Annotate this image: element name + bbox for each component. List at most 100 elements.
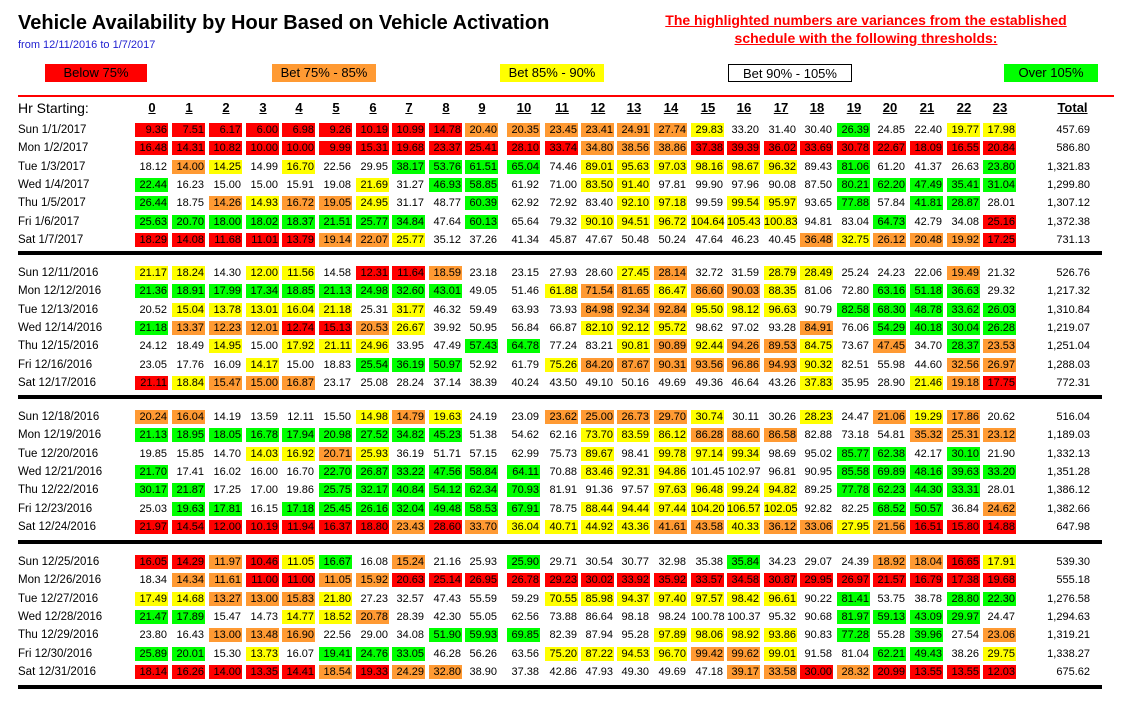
cell: 95.72	[654, 320, 687, 335]
row-label: Sun 12/11/2016	[18, 267, 99, 279]
cell: 12.00	[246, 266, 279, 280]
cell: 28.80	[947, 591, 980, 606]
cell: 20.53	[356, 320, 389, 335]
cell: 23.41	[581, 123, 614, 137]
cell: 68.30	[873, 302, 906, 317]
cell: 14.25	[209, 159, 242, 174]
row-total: 1,251.04	[1047, 340, 1090, 353]
cell: 25.00	[581, 410, 614, 424]
cell: 97.44	[654, 501, 687, 516]
cell: 65.64	[511, 215, 539, 228]
cell: 98.42	[727, 591, 760, 606]
cell: 75.20	[545, 646, 578, 661]
cell: 13.55	[947, 664, 980, 679]
cell: 82.88	[804, 429, 832, 442]
cell: 42.30	[433, 610, 461, 623]
hour-header: 3	[259, 100, 267, 115]
cell: 63.16	[873, 284, 906, 299]
cell: 19.14	[319, 232, 352, 247]
cell: 17.38	[947, 573, 980, 588]
cell: 13.48	[246, 628, 279, 643]
row-label: Fri 12/30/2016	[18, 647, 93, 660]
cell: 10.00	[246, 141, 279, 156]
row-header: Hr Starting:	[18, 100, 89, 116]
cell: 19.05	[319, 196, 352, 211]
cell: 32.80	[429, 664, 462, 679]
cell: 43.01	[429, 284, 462, 299]
cell: 18.52	[319, 609, 352, 624]
cell: 90.79	[804, 303, 832, 316]
cell: 47.45	[873, 339, 906, 354]
cell: 15.30	[213, 647, 241, 660]
cell: 19.85	[139, 447, 167, 460]
cell: 30.00	[800, 664, 833, 679]
cell: 19.18	[947, 375, 980, 390]
cell: 25.31	[947, 428, 980, 443]
cell: 58.85	[465, 177, 498, 192]
cell: 17.41	[176, 465, 204, 478]
row-label: Sun 12/25/2016	[18, 556, 100, 568]
cell: 16.92	[282, 446, 315, 461]
cell: 51.71	[433, 447, 461, 460]
cell: 89.53	[764, 339, 797, 354]
cell: 58.84	[465, 464, 498, 479]
cell: 73.93	[549, 303, 577, 316]
cell: 27.23	[360, 592, 388, 605]
cell: 12.11	[287, 411, 314, 423]
cell: 36.19	[392, 357, 425, 372]
cell: 26.03	[983, 302, 1016, 317]
cell: 47.56	[429, 464, 462, 479]
cell: 21.80	[319, 591, 352, 606]
row-total: 539.30	[1056, 556, 1090, 568]
cell: 97.63	[654, 483, 687, 498]
cell: 46.23	[731, 233, 759, 246]
note: The highlighted numbers are variances fr…	[665, 12, 1067, 28]
cell: 22.07	[356, 232, 389, 247]
cell: 24.96	[356, 339, 389, 354]
cell: 26.44	[135, 196, 168, 211]
cell: 24.39	[841, 556, 869, 568]
row-label: Fri 12/23/2016	[18, 502, 93, 515]
cell: 17.25	[983, 232, 1016, 247]
hour-header: 18	[809, 100, 825, 115]
cell: 25.24	[841, 267, 869, 279]
cell: 50.16	[621, 376, 649, 389]
cell: 89.01	[581, 159, 614, 174]
cell: 9.99	[319, 141, 352, 156]
cell: 98.24	[658, 610, 686, 623]
cell: 92.12	[617, 320, 650, 335]
cell: 98.18	[621, 610, 649, 623]
cell: 31.27	[396, 178, 424, 191]
cell: 33.22	[392, 464, 425, 479]
cell: 95.97	[764, 196, 797, 211]
cell: 70.55	[545, 591, 578, 606]
cell: 94.37	[617, 591, 650, 606]
cell: 52.92	[469, 358, 497, 371]
cell: 23.80	[983, 159, 1016, 174]
cell: 38.56	[617, 141, 650, 156]
cell: 100.78	[691, 610, 725, 623]
cell: 11.05	[319, 573, 352, 588]
cell: 39.92	[433, 321, 461, 334]
cell: 21.97	[135, 519, 168, 534]
hour-header: 16	[736, 100, 752, 115]
hour-header: 23	[992, 100, 1008, 115]
cell: 84.98	[581, 302, 614, 317]
hour-header: 6	[369, 100, 377, 115]
cell: 18.12	[139, 160, 167, 173]
cell: 57.15	[469, 447, 497, 460]
cell: 41.34	[511, 233, 539, 246]
cell: 15.04	[172, 302, 205, 317]
row-label: Mon 12/19/2016	[18, 429, 102, 442]
cell: 14.41	[282, 664, 315, 679]
cell: 16.48	[135, 141, 168, 156]
cell: 11.64	[392, 266, 425, 280]
cell: 81.06	[837, 159, 870, 174]
cell: 16.87	[282, 375, 315, 390]
cell: 70.88	[549, 465, 577, 478]
hour-header: 11	[555, 100, 569, 115]
cell: 98.06	[691, 628, 724, 643]
cell: 83.46	[581, 464, 614, 479]
cell: 38.86	[654, 141, 687, 156]
